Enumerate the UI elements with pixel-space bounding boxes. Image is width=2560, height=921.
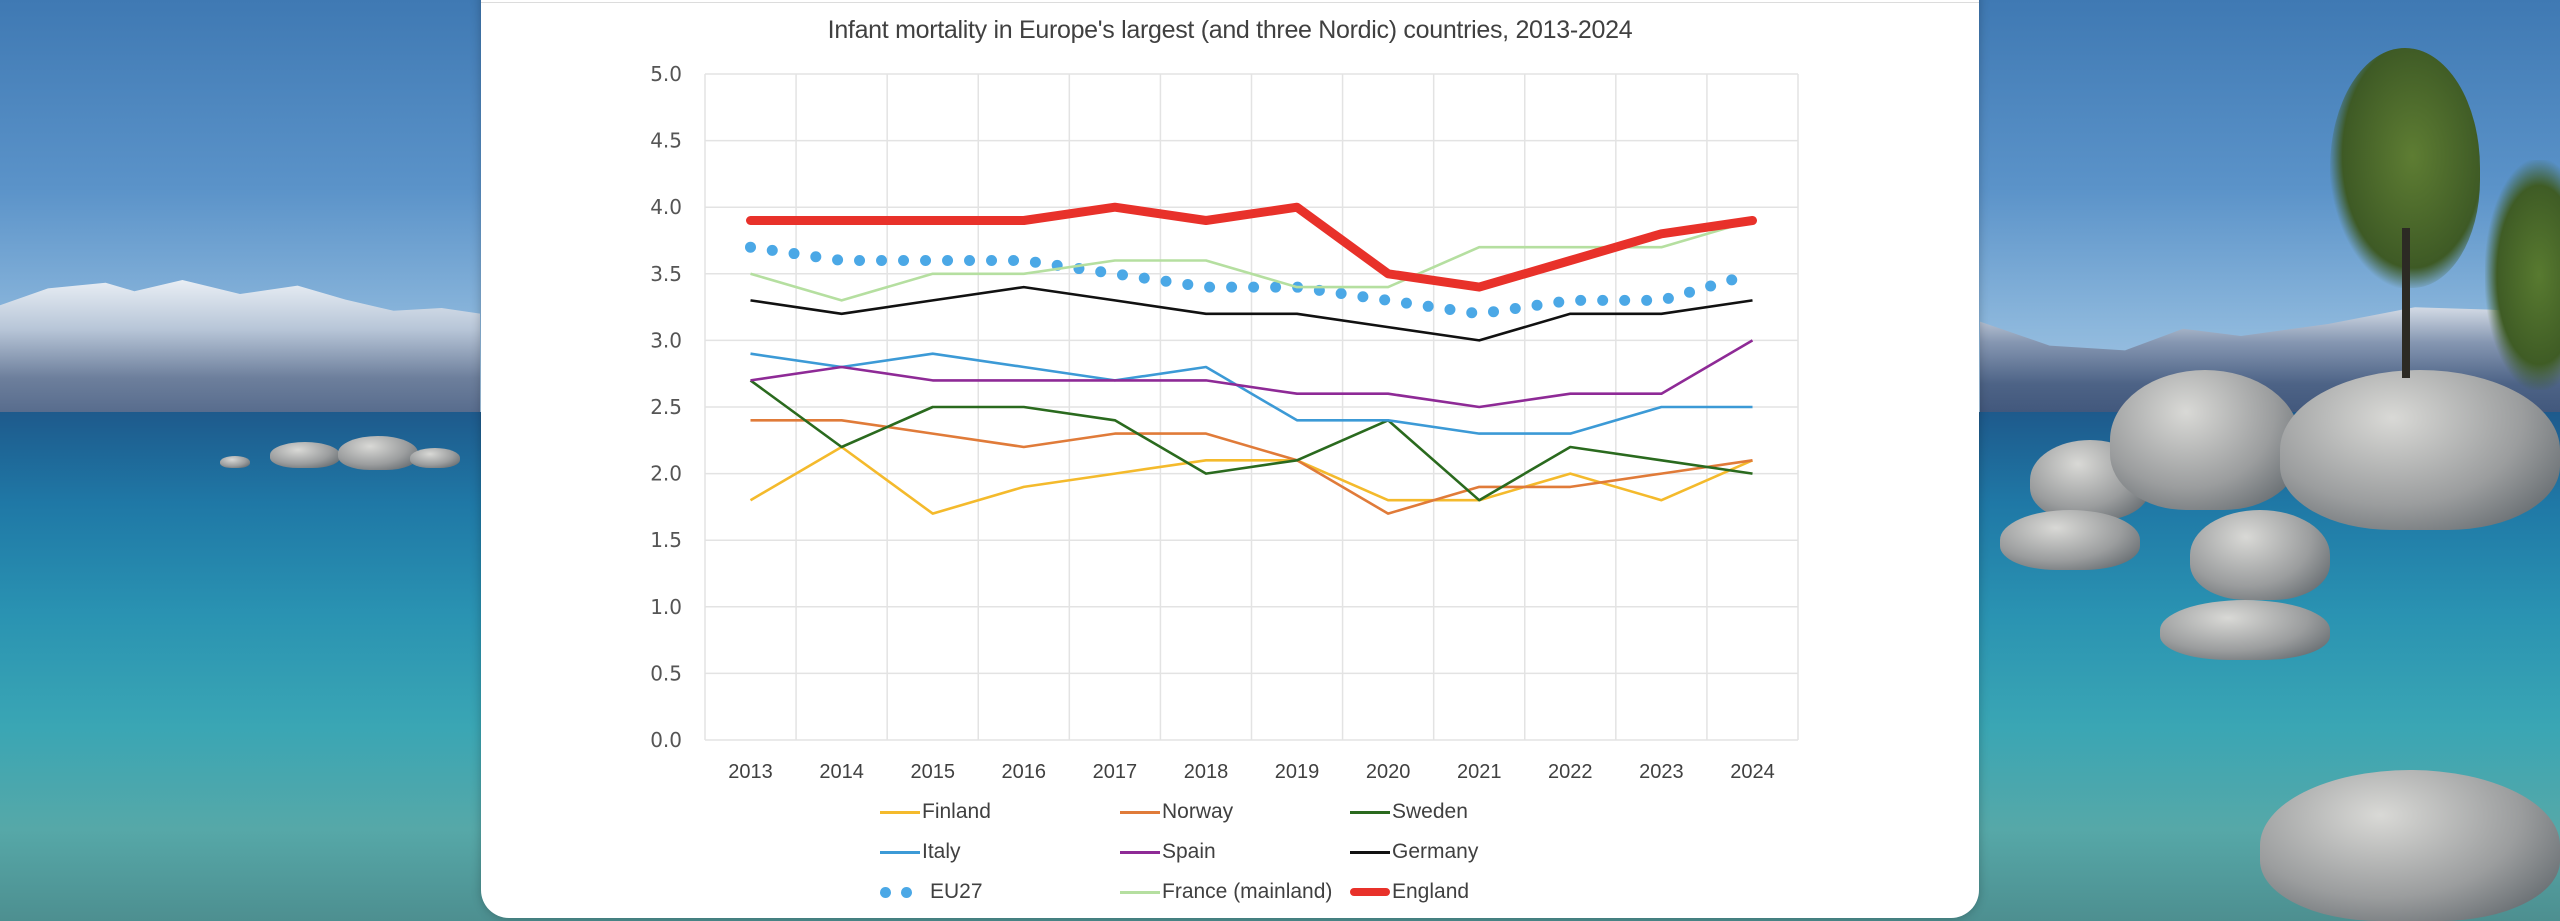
- legend-label: EU27: [930, 880, 983, 903]
- legend-label: Norway: [1162, 800, 1234, 823]
- x-tick-label: 2019: [1275, 761, 1320, 783]
- legend-swatch-finland: [880, 810, 920, 814]
- legend-item-france-mainland: France (mainland): [1120, 878, 1332, 906]
- y-tick-label: 4.5: [650, 129, 682, 153]
- x-tick-label: 2015: [910, 761, 955, 783]
- legend-item-germany: Germany: [1350, 838, 1478, 866]
- legend-label: Spain: [1162, 840, 1216, 863]
- legend-item-sweden: Sweden: [1350, 798, 1468, 826]
- legend-swatch-sweden: [1350, 810, 1390, 814]
- background-rocks-left: [220, 436, 460, 470]
- legend-label: Germany: [1392, 840, 1479, 863]
- card-top-divider: [481, 2, 1979, 3]
- series-line-sweden: [749, 379, 1753, 502]
- y-axis-ticks: 0.0 0.5 1.0 1.5 2.0 2.5 3.0 3.5 4.0 4.5 5.0: [650, 62, 682, 752]
- legend-swatch-italy: [880, 850, 920, 854]
- legend-swatch-france-mainland: [1120, 890, 1160, 894]
- legend-item-norway: Norway: [1120, 798, 1233, 826]
- legend-label: England: [1392, 880, 1470, 903]
- y-tick-label: 1.5: [650, 528, 682, 552]
- x-tick-label: 2016: [1002, 761, 1047, 783]
- x-tick-label: 2021: [1457, 761, 1502, 783]
- legend-label: France (mainland): [1162, 880, 1333, 903]
- x-axis-ticks: 2013 2014 2015 2016 2017 2018 2019 2020 2021 2022…: [728, 761, 1774, 783]
- x-tick-label: 2020: [1366, 761, 1411, 783]
- series-line-eu27: [745, 241, 1758, 320]
- series-line-finland: [749, 445, 1754, 515]
- series-line-spain: [750, 339, 1754, 409]
- legend-swatch-germany: [1350, 850, 1390, 854]
- x-tick-label: 2017: [1093, 761, 1138, 783]
- legend-swatch-norway: [1120, 810, 1160, 814]
- legend-item-england: England: [1350, 878, 1469, 906]
- chart-legend: Finland Norway Sweden Italy Spain Germany EU27…: [880, 798, 1500, 918]
- y-tick-label: 3.0: [650, 328, 682, 352]
- legend-item-finland: Finland: [880, 798, 991, 826]
- legend-swatch-england: [1350, 888, 1390, 896]
- y-tick-label: 2.0: [650, 462, 682, 486]
- series-line-italy: [750, 352, 1753, 435]
- legend-label: Sweden: [1392, 800, 1468, 823]
- y-tick-label: 1.0: [650, 595, 682, 619]
- x-tick-label: 2013: [728, 761, 773, 783]
- y-tick-label: 0.0: [650, 728, 682, 752]
- x-tick-label: 2023: [1639, 761, 1684, 783]
- y-tick-label: 5.0: [650, 62, 682, 86]
- series-line-france-mainland: [750, 219, 1753, 302]
- legend-label: Italy: [922, 840, 961, 863]
- y-tick-label: 3.5: [650, 262, 682, 286]
- x-tick-label: 2024: [1730, 761, 1775, 783]
- y-tick-label: 4.0: [650, 195, 682, 219]
- background-pine-tree: [2330, 48, 2480, 378]
- x-tick-label: 2014: [819, 761, 864, 783]
- series-line-england: [746, 202, 1757, 292]
- x-tick-label: 2022: [1548, 761, 1593, 783]
- chart-title: Infant mortality in Europe's largest (an…: [827, 16, 1633, 44]
- legend-item-eu27: EU27: [880, 878, 983, 906]
- y-tick-label: 0.5: [650, 661, 682, 685]
- legend-label: Finland: [922, 800, 991, 823]
- y-tick-label: 2.5: [650, 395, 682, 419]
- chart-series: [745, 202, 1758, 515]
- x-tick-label: 2018: [1184, 761, 1229, 783]
- legend-swatch-spain: [1120, 850, 1160, 854]
- legend-item-spain: Spain: [1120, 838, 1216, 866]
- background-pine-tree-2: [2485, 160, 2560, 390]
- background-rocks-right: [2000, 330, 2560, 921]
- series-line-germany: [750, 285, 1753, 342]
- legend-item-italy: Italy: [880, 838, 961, 866]
- chart-grid: [704, 73, 1799, 741]
- legend-swatch-eu27: [880, 886, 920, 898]
- series-line-norway: [750, 418, 1753, 515]
